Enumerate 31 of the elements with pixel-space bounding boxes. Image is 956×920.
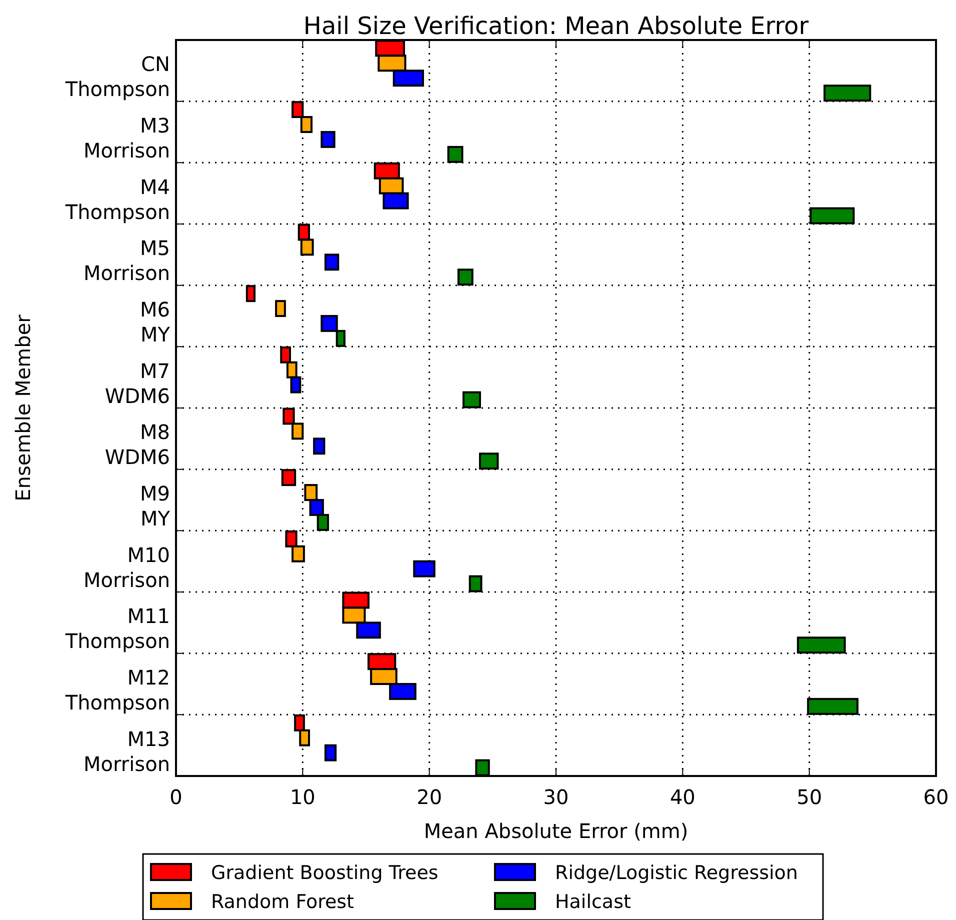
- bar: [324, 744, 337, 762]
- y-tick-label: M4 Thompson: [64, 174, 170, 224]
- y-axis-title: Ensemble Member: [11, 314, 35, 502]
- legend-label: Ridge/Logistic Regression: [555, 862, 798, 884]
- legend-label: Gradient Boosting Trees: [211, 862, 438, 884]
- y-tick-label: M9 MY: [140, 482, 171, 530]
- bar: [324, 254, 340, 271]
- x-tick-label: 10: [290, 785, 316, 809]
- y-tick-label: M13 Morrison: [84, 726, 170, 776]
- y-tick-label: M6 MY: [140, 298, 171, 346]
- y-tick-label: M3 Morrison: [84, 114, 170, 162]
- legend-label: Random Forest: [211, 891, 354, 913]
- chart-title: Hail Size Verification: Mean Absolute Error: [303, 12, 809, 40]
- y-tick-label: M8 WDM6: [104, 420, 170, 470]
- y-tick-label: M12 Thompson: [64, 666, 170, 714]
- bar: [313, 438, 326, 455]
- y-tick-label: M5 Morrison: [84, 236, 170, 286]
- x-tick-label: 20: [416, 785, 442, 809]
- bar: [320, 131, 336, 148]
- x-tick-label: 0: [170, 785, 182, 809]
- y-tick-label: M10 Morrison: [84, 542, 170, 592]
- y-tick-label: CN Thompson: [64, 52, 170, 102]
- legend-label: Hailcast: [555, 891, 631, 913]
- x-tick-label: 40: [670, 785, 696, 809]
- y-tick-label: M7 WDM6: [104, 358, 170, 408]
- x-axis-title: Mean Absolute Error (mm): [424, 819, 688, 843]
- x-tick-label: 30: [543, 785, 569, 809]
- x-tick-label: 50: [796, 785, 822, 809]
- x-tick-label: 60: [923, 785, 949, 809]
- bar: [275, 300, 286, 317]
- y-tick-label: M11 Thompson: [64, 604, 170, 654]
